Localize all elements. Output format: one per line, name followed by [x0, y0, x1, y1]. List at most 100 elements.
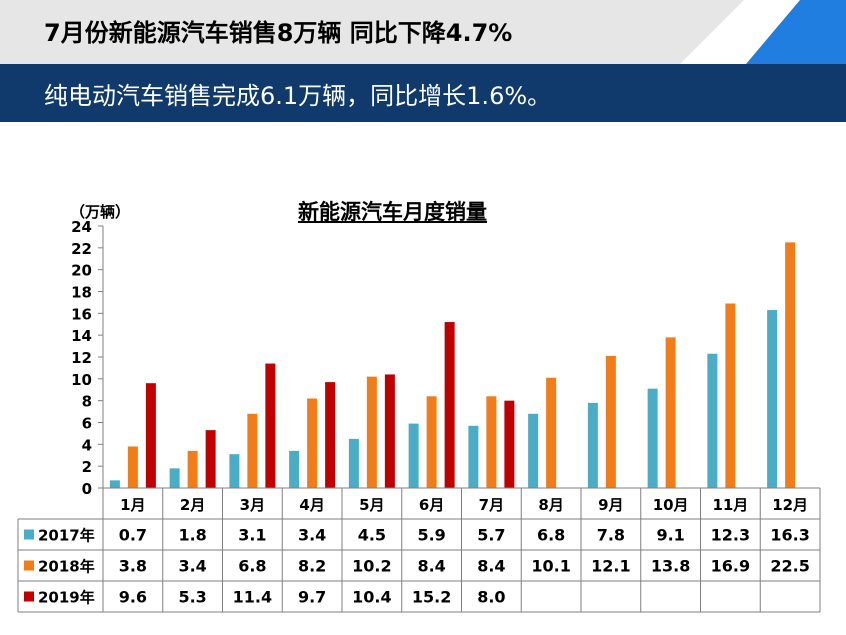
bar-2019年-1月	[145, 383, 156, 488]
y-tick-label: 2	[82, 458, 92, 476]
data-label: 15.2	[412, 588, 451, 607]
data-label: 8.4	[477, 557, 505, 576]
data-label: 10.1	[531, 557, 570, 576]
data-label: 10.4	[352, 588, 391, 607]
data-label: 10.2	[352, 557, 391, 576]
data-label: 12.3	[711, 526, 750, 545]
data-label: 16.9	[711, 557, 750, 576]
bar-2018年-1月	[127, 446, 138, 488]
data-label: 12.1	[591, 557, 630, 576]
y-axis-unit-label: （万辆）	[70, 203, 131, 221]
bar-2018年-7月	[486, 396, 497, 488]
bar-2018年-11月	[725, 303, 736, 488]
y-tick-label: 22	[71, 240, 92, 258]
y-tick-label: 8	[82, 393, 92, 411]
bar-2018年-4月	[307, 398, 318, 488]
data-label: 3.1	[238, 526, 266, 545]
bar-2018年-2月	[187, 450, 198, 488]
bar-2018年-6月	[426, 396, 437, 488]
bar-2018年-9月	[605, 355, 616, 488]
data-label: 7.8	[597, 526, 625, 545]
y-tick-label: 14	[71, 327, 92, 345]
x-tick-label: 11月	[712, 496, 748, 514]
data-label: 16.3	[770, 526, 809, 545]
bar-2017年-6月	[408, 423, 419, 488]
data-label: 1.8	[178, 526, 206, 545]
data-label: 11.4	[233, 588, 272, 607]
data-label: 5.7	[477, 526, 505, 545]
bar-2018年-5月	[366, 376, 377, 488]
legend-label: 2017年	[38, 527, 95, 545]
data-label: 9.7	[298, 588, 326, 607]
y-tick-label: 12	[71, 349, 92, 367]
data-label: 3.4	[178, 557, 206, 576]
data-label: 8.4	[417, 557, 445, 576]
bar-2019年-3月	[265, 363, 276, 488]
legend-swatch	[24, 591, 34, 602]
data-label: 6.8	[238, 557, 266, 576]
bar-2018年-8月	[546, 377, 557, 488]
x-tick-label: 9月	[598, 496, 623, 514]
bar-2018年-12月	[785, 242, 796, 488]
x-tick-label: 4月	[299, 496, 324, 514]
bar-2018年-3月	[247, 413, 258, 488]
data-label: 22.5	[770, 557, 809, 576]
header-accent-shape	[680, 0, 846, 122]
x-tick-label: 5月	[359, 496, 384, 514]
y-tick-label: 18	[71, 284, 92, 302]
accent-blue-stripe	[746, 0, 846, 64]
x-tick-label: 12月	[772, 496, 808, 514]
legend-label: 2018年	[38, 558, 95, 576]
bar-2019年-5月	[384, 374, 395, 488]
bar-2017年-7月	[468, 425, 479, 488]
y-tick-label: 6	[82, 415, 92, 433]
data-label: 9.6	[119, 588, 147, 607]
x-tick-label: 1月	[120, 496, 145, 514]
accent-navy-fill	[700, 64, 846, 122]
data-label: 5.3	[178, 588, 206, 607]
bar-2019年-7月	[504, 400, 515, 488]
bar-2017年-5月	[348, 438, 359, 488]
bar-2017年-4月	[289, 450, 300, 488]
bar-2017年-10月	[647, 388, 658, 488]
bar-2017年-8月	[528, 413, 539, 488]
bar-2017年-12月	[767, 310, 778, 488]
data-label: 5.9	[417, 526, 445, 545]
bar-2017年-3月	[229, 454, 240, 488]
data-label: 3.8	[119, 557, 147, 576]
data-label: 9.1	[656, 526, 684, 545]
x-tick-label: 10月	[653, 496, 689, 514]
data-label: 4.5	[358, 526, 386, 545]
x-tick-label: 2月	[180, 496, 205, 514]
legend-swatch	[24, 560, 34, 571]
bar-2017年-2月	[169, 468, 180, 488]
bar-2017年-9月	[587, 402, 598, 488]
data-label: 8.2	[298, 557, 326, 576]
x-tick-label: 8月	[538, 496, 563, 514]
chart-title: 新能源汽车月度销量	[298, 200, 487, 224]
bar-2018年-10月	[665, 337, 676, 488]
data-label: 13.8	[651, 557, 690, 576]
data-label: 8.0	[477, 588, 505, 607]
y-tick-label: 20	[71, 262, 92, 280]
data-label: 0.7	[119, 526, 147, 545]
page-subtitle: 纯电动汽车销售完成6.1万辆，同比增长1.6%。	[44, 82, 552, 110]
bar-2017年-1月	[109, 480, 120, 488]
header-subtitle-bar	[0, 64, 846, 122]
y-tick-label: 4	[82, 436, 92, 454]
y-tick-label: 10	[71, 371, 92, 389]
bar-2019年-2月	[205, 430, 216, 488]
y-tick-label: 24	[71, 218, 92, 236]
x-tick-label: 7月	[479, 496, 504, 514]
page-title: 7月份新能源汽车销售8万辆 同比下降4.7%	[44, 19, 513, 47]
data-label: 6.8	[537, 526, 565, 545]
legend-label: 2019年	[38, 589, 95, 607]
x-tick-label: 3月	[240, 496, 265, 514]
bar-2019年-6月	[444, 322, 455, 488]
legend-swatch	[24, 529, 34, 540]
y-tick-label: 16	[71, 305, 92, 323]
data-label: 3.4	[298, 526, 326, 545]
x-tick-label: 6月	[419, 496, 444, 514]
bar-2019年-4月	[325, 382, 336, 488]
